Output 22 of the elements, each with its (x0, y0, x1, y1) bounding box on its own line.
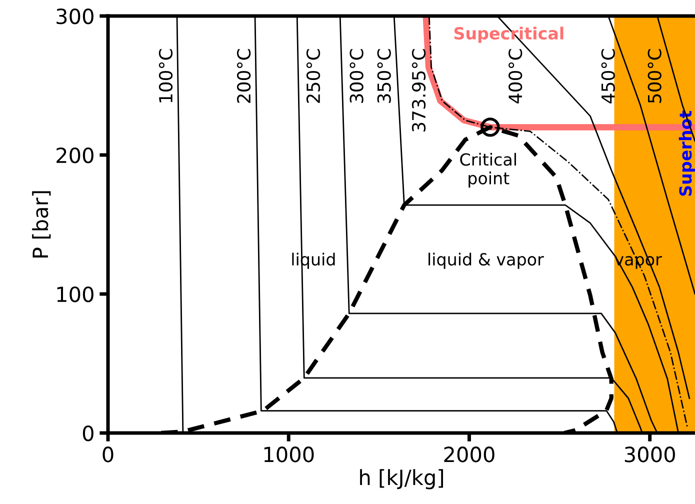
x-tick-label: 1000 (264, 446, 314, 462)
text: 500°C (648, 49, 662, 103)
y-tick-label: 0 (82, 425, 94, 442)
text: 450°C (601, 49, 615, 104)
x-tick-label: 3000 (624, 446, 675, 462)
y-tick-label: 100 (57, 286, 94, 302)
text: 350°C (377, 49, 391, 103)
text: 300°C (350, 49, 364, 103)
x-axis-title: h [kJ/kg] (360, 469, 444, 490)
band-label: Superhot (678, 110, 695, 196)
text: 373.95°C (412, 49, 426, 132)
text: 200°C (236, 49, 251, 103)
text: 250°C (306, 49, 320, 103)
annotation: Critical point (460, 152, 516, 188)
y-axis-title: P [bar] (32, 191, 51, 258)
x-tick-label: 0 (102, 446, 114, 462)
annotation: liquid & vapor (428, 252, 544, 269)
y-tick-label: 200 (56, 147, 94, 164)
text: 100°C (158, 49, 173, 102)
text: 400°C (508, 49, 522, 104)
x-tick-label: 2000 (444, 446, 494, 462)
y-tick-label: 300 (56, 8, 94, 24)
